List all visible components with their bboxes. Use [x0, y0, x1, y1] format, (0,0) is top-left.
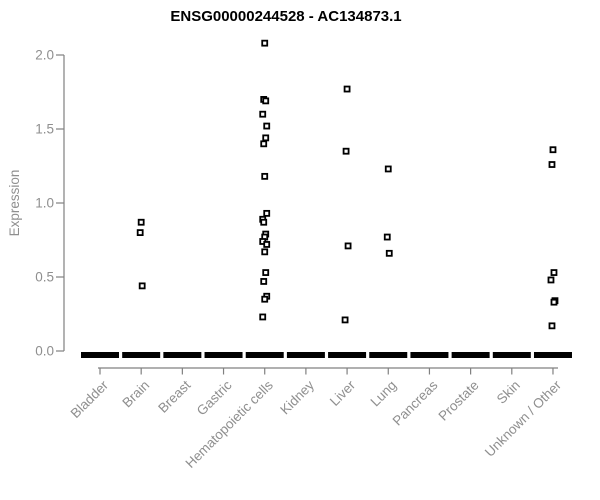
data-point: [547, 276, 555, 284]
zero-expression-dash: [410, 352, 449, 358]
data-point: [343, 85, 351, 93]
zero-expression-dash: [369, 352, 408, 358]
data-point: [262, 97, 270, 105]
zero-expression-dash: [286, 352, 325, 358]
y-tick-label: 2.0: [35, 48, 54, 63]
data-point: [262, 134, 270, 142]
zero-expression-dash: [204, 352, 243, 358]
data-point: [383, 233, 391, 241]
y-axis-label: Expression: [7, 169, 22, 237]
zero-expression-dash: [533, 352, 572, 358]
x-category-label: Pancreas: [390, 377, 441, 428]
x-category-label: Gastric: [194, 377, 235, 418]
data-point: [259, 313, 267, 321]
data-point: [341, 316, 349, 324]
x-category-label: Kidney: [277, 377, 317, 417]
x-category-label: Breast: [155, 377, 193, 415]
data-point: [548, 322, 556, 330]
data-point: [385, 249, 393, 257]
x-category-label: Lung: [368, 378, 400, 410]
data-point: [138, 282, 146, 290]
zero-expression-dash: [245, 352, 284, 358]
zero-expression-dash: [492, 352, 531, 358]
data-point: [548, 161, 556, 168]
y-tick-label: 1.5: [35, 122, 54, 137]
data-point: [261, 39, 269, 47]
data-point: [260, 218, 268, 226]
data-point: [263, 122, 271, 130]
y-tick-label: 0.5: [35, 270, 54, 285]
chart-title: ENSG00000244528 - AC134873.1: [170, 8, 402, 25]
data-point: [344, 242, 352, 250]
data-point: [260, 278, 268, 285]
data-point: [263, 209, 271, 217]
data-point: [342, 147, 350, 155]
data-point: [550, 298, 558, 306]
x-category-label: Brain: [119, 378, 152, 411]
data-point: [259, 110, 267, 118]
data-point: [136, 229, 144, 237]
y-tick-label: 1.0: [35, 196, 54, 211]
data-point: [263, 241, 271, 248]
x-category-label: Skin: [494, 378, 523, 407]
x-category-label: Bladder: [68, 377, 112, 421]
zero-expression-dash: [451, 352, 490, 358]
data-point: [260, 140, 268, 148]
data-point: [262, 269, 270, 276]
x-category-label: Liver: [327, 377, 359, 409]
y-tick-label: 0.0: [35, 344, 54, 359]
data-point: [261, 295, 269, 303]
zero-expression-dash: [163, 352, 202, 358]
zero-expression-dash: [81, 352, 119, 358]
x-category-label: Unknown / Other: [482, 377, 565, 460]
data-point: [384, 165, 392, 173]
data-point: [137, 218, 145, 226]
zero-expression-dash: [328, 352, 367, 358]
data-point: [261, 248, 269, 256]
data-point: [550, 269, 558, 276]
data-point: [549, 146, 557, 154]
zero-expression-dash: [122, 352, 161, 358]
x-category-label: Prostate: [436, 378, 482, 424]
data-point: [261, 172, 269, 180]
